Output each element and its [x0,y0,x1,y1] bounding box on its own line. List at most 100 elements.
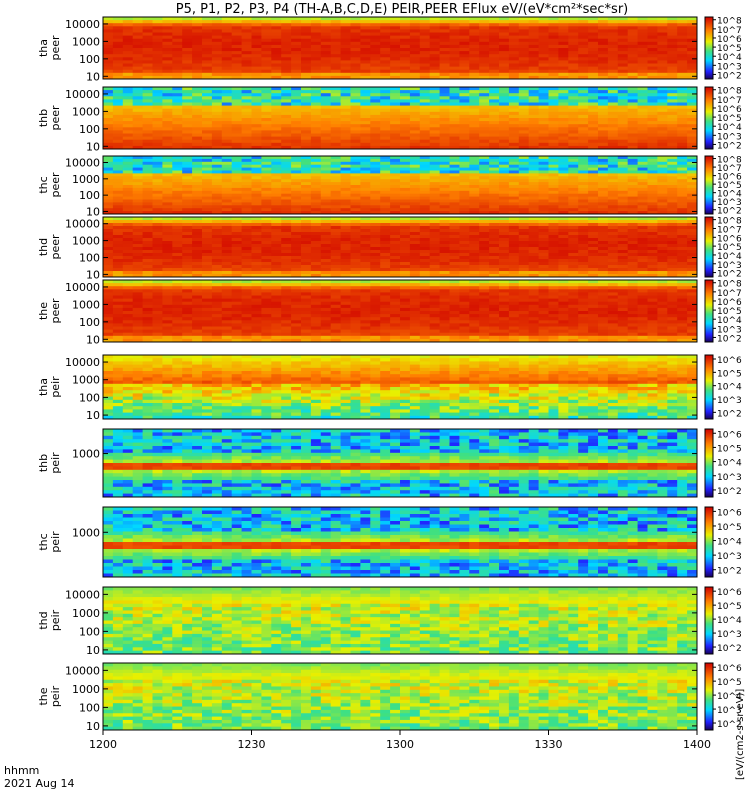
heatmap-cell [538,48,549,52]
heatmap-cell [350,196,361,200]
heatmap-cell [202,158,213,163]
heatmap-cell [370,161,381,166]
heatmap-cell [231,63,242,67]
heatmap-cell [657,187,668,192]
heatmap-cell [687,35,698,40]
heatmap-cell [221,75,233,80]
heatmap-cell [419,176,431,180]
heatmap-cell [103,217,114,221]
heatmap-cell [598,217,609,221]
heatmap-cell [429,241,440,245]
heatmap-cell [409,173,421,177]
heatmap-cell [350,235,361,239]
heatmap-cell [320,96,332,100]
heatmap-cell [172,118,183,122]
heatmap-cell [667,223,678,227]
heatmap-cell [390,93,401,97]
heatmap-cell [627,60,638,64]
heatmap-cell [360,229,371,233]
heatmap-cell [667,247,678,251]
heatmap-cell [310,26,322,30]
heatmap-cell [419,193,431,197]
heatmap-cell [528,75,539,80]
heatmap-cell [578,193,589,197]
heatmap-cell [449,93,460,97]
heatmap-cell [409,241,421,245]
heatmap-cell [310,187,322,192]
heatmap-cell [578,72,589,77]
heatmap-cell [340,75,351,80]
heatmap-cell [241,87,252,91]
heatmap-cell [657,185,668,189]
heatmap-cell [211,190,223,195]
heatmap-cell [508,158,520,163]
heatmap-cell [558,38,569,43]
heatmap-cell [627,54,638,58]
heatmap-cell [320,170,332,174]
heatmap-cell [647,158,658,163]
heatmap-cell [429,202,440,206]
heatmap-cell [132,93,143,97]
heatmap-cell [677,54,688,58]
heatmap-cell [211,60,223,64]
heatmap-cell [301,72,312,77]
heatmap-cell [221,35,233,40]
heatmap-cell [538,156,549,160]
heatmap-cell [172,29,183,33]
heatmap-cell [548,136,559,141]
heatmap-cell [548,205,559,209]
heatmap-cell [350,105,361,110]
heatmap-cell [617,26,629,30]
heatmap-cell [380,241,391,245]
heatmap-cell [271,196,282,200]
heatmap-cell [647,69,658,74]
heatmap-cell [518,253,530,257]
heatmap-cell [578,105,589,110]
heatmap-cell [657,217,668,221]
heatmap-cell [558,187,569,192]
heatmap-cell [627,133,638,137]
heatmap-cell [251,235,262,239]
heatmap-cell [350,130,361,134]
heatmap-cell [598,187,609,192]
heatmap-cell [251,202,262,206]
heatmap-cell [499,156,510,160]
heatmap-cell [152,164,163,168]
heatmap-cell [578,274,589,278]
heatmap-cell [409,60,421,64]
heatmap-cell [261,211,272,215]
heatmap-cell [340,99,351,103]
heatmap-cell [291,176,302,180]
heatmap-cell [172,268,183,272]
heatmap-cell [340,190,351,195]
heatmap-cell [330,124,341,128]
heatmap-cell [301,259,312,263]
heatmap-cell [499,262,510,266]
heatmap-cell [370,190,381,195]
heatmap-cell [508,223,520,227]
heatmap-cell [241,29,252,33]
heatmap-cell [617,173,629,177]
heatmap-cell [320,167,332,171]
heatmap-cell [202,136,213,141]
heatmap-cell [152,259,163,263]
heatmap-cell [360,173,371,177]
heatmap-cell [202,176,213,180]
heatmap-cell [251,256,262,260]
heatmap-cell [647,26,658,30]
heatmap-cell [103,26,114,30]
heatmap-cell [578,205,589,209]
heatmap-cell [301,114,312,119]
heatmap-cell [508,108,520,113]
heatmap-cell [211,32,223,36]
heatmap-cell [390,173,401,177]
heatmap-cell [508,217,520,221]
heatmap-cell [508,145,520,150]
heatmap-cell [330,130,341,134]
heatmap-cell [409,156,421,160]
heatmap-cell [617,51,629,55]
heatmap-cell [508,208,520,212]
heatmap-cell [677,35,688,40]
heatmap-cell [370,102,381,106]
heatmap-cell [419,223,431,227]
